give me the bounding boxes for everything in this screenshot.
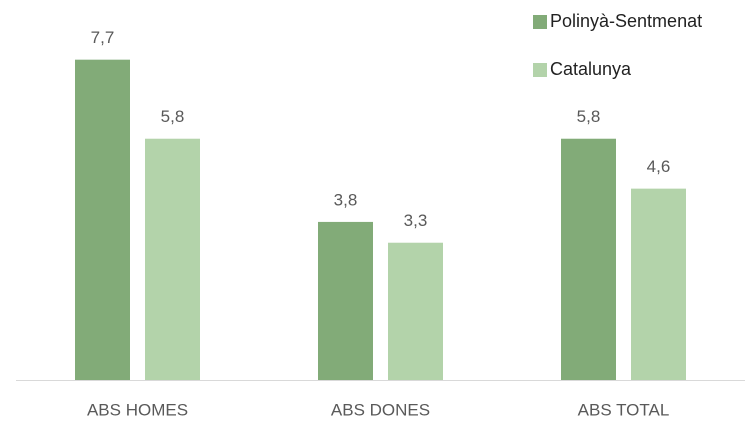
bar xyxy=(145,138,200,380)
bar xyxy=(631,188,686,380)
legend-label: Catalunya xyxy=(550,59,632,79)
value-label: 7,7 xyxy=(91,28,115,47)
value-label: 4,6 xyxy=(647,157,671,176)
x-tick-label: ABS DONES xyxy=(331,400,430,419)
x-tick-label: ABS TOTAL xyxy=(578,400,670,419)
legend-label: Polinyà-Sentmenat xyxy=(550,11,702,31)
value-label: 5,8 xyxy=(577,107,601,126)
value-label: 5,8 xyxy=(161,107,185,126)
legend-swatch xyxy=(533,63,547,77)
x-tick-label: ABS HOMES xyxy=(87,400,188,419)
bar xyxy=(561,138,616,380)
bar xyxy=(318,221,373,380)
bar xyxy=(75,59,130,381)
value-label: 3,3 xyxy=(404,211,428,230)
bar xyxy=(388,242,443,380)
legend-swatch xyxy=(533,15,547,29)
value-label: 3,8 xyxy=(334,190,358,209)
